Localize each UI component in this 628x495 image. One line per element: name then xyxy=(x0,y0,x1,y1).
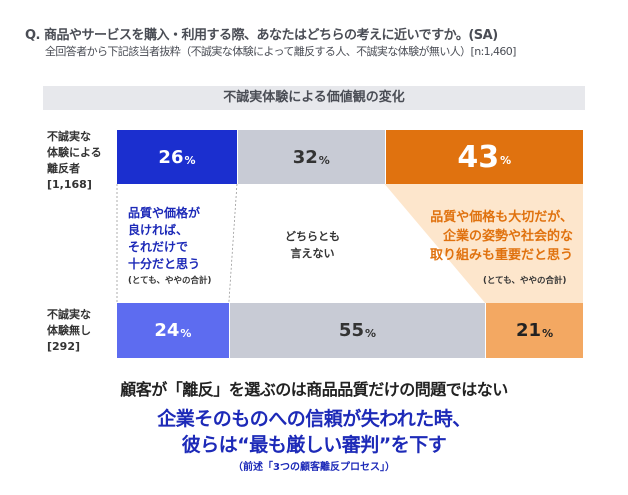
bar-segment: 21% xyxy=(486,303,583,358)
percent-unit: % xyxy=(184,153,196,167)
data-label: 21 xyxy=(516,320,542,341)
subtitle-text: 全回答者から下記該当者抜粋（不誠実な体験によって離反する人、不誠実な体験が無い人… xyxy=(45,45,516,58)
message-line-3: 彼らは“最も厳しい審判”を下す xyxy=(181,434,447,456)
note-sum-right: (とても、ややの合計) xyxy=(483,276,567,286)
note-quality-price: 品質や価格が 良ければ、 それだけで 十分だと思う xyxy=(128,206,201,271)
bar-segment: 55% xyxy=(229,303,486,358)
percent-unit: % xyxy=(180,327,192,340)
data-label: 24 xyxy=(154,320,180,341)
orange-connector-band xyxy=(384,184,583,303)
percent-unit: % xyxy=(500,153,512,167)
dashed-connector-mid xyxy=(228,183,238,304)
message-line-2: 企業そのものへの信頼が失われた時、 xyxy=(157,408,471,430)
data-label: 32 xyxy=(292,146,318,168)
data-label: 55 xyxy=(338,320,364,341)
bar-segment: 32% xyxy=(237,130,385,184)
bar-segment: 26% xyxy=(117,130,237,184)
percent-unit: % xyxy=(542,327,554,340)
data-label: 43 xyxy=(457,139,500,175)
bar-segment: 24% xyxy=(117,303,229,358)
message-line-1: 顧客が「離反」を選ぶのは商品品質だけの問題ではない xyxy=(120,380,508,399)
chart-title: 不誠実体験による価値観の変化 xyxy=(43,86,585,110)
row-label-churned: 不誠実な 体験による 離反者 [1,168] xyxy=(47,130,102,191)
question-text: Q. 商品やサービスを購入・利用する際、あなたはどちらの考えに近いですか。(SA… xyxy=(25,28,498,43)
percent-unit: % xyxy=(364,327,377,340)
message-source: （前述「3つの顧客離反プロセス」） xyxy=(233,462,395,473)
row-label-no-experience: 不誠実な 体験無し [292] xyxy=(47,308,91,353)
data-label: 26 xyxy=(158,146,184,168)
note-neutral: どちらとも 言えない xyxy=(285,230,340,260)
note-sum-left: (とても、ややの合計) xyxy=(128,276,212,286)
bar-segment: 43% xyxy=(385,130,583,184)
note-corporate-attitude: 品質や価格も大切だが、 企業の姿勢や社会的な 取り組みも重要だと思う xyxy=(429,210,573,263)
percent-unit: % xyxy=(318,153,330,167)
